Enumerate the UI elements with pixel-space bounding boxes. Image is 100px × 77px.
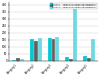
Bar xyxy=(20,59,24,61)
Bar xyxy=(30,39,34,61)
Bar xyxy=(48,38,52,61)
Bar xyxy=(69,59,73,61)
Bar xyxy=(12,60,16,61)
Bar xyxy=(38,38,42,61)
Bar xyxy=(34,41,38,61)
Bar xyxy=(91,39,95,61)
Bar xyxy=(56,37,59,61)
Bar xyxy=(83,56,87,61)
Bar xyxy=(65,57,69,61)
Bar xyxy=(87,58,91,61)
Legend: Series 1 - Some environmental parameter, Series 2 - Some environmental parameter: Series 1 - Some environmental parameter,… xyxy=(50,2,98,9)
Bar xyxy=(52,39,56,61)
Bar xyxy=(73,8,77,61)
Bar xyxy=(16,58,20,61)
